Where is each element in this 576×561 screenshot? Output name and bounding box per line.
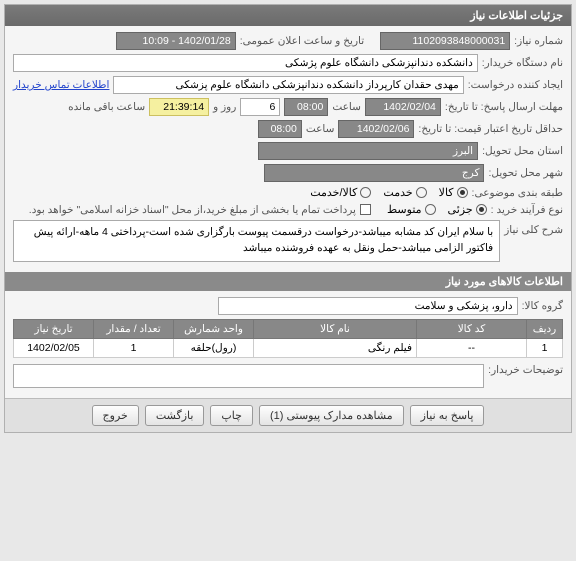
announce-field: 1402/01/28 - 10:09 (116, 32, 236, 50)
need-no-label: شماره نیاز: (514, 35, 563, 47)
valid-date: 1402/02/06 (338, 120, 414, 138)
payment-note: پرداخت تمام یا بخشی از مبلغ خرید،از محل … (29, 204, 356, 216)
col-row: ردیف (527, 319, 563, 338)
days-label: روز و (213, 101, 236, 113)
radio-dot-icon (457, 187, 468, 198)
announce-label: تاریخ و ساعت اعلان عمومی: (240, 35, 364, 47)
col-date: تاریخ نیاز (14, 319, 94, 338)
row-need-no: شماره نیاز: 1102093848000031 تاریخ و ساع… (13, 32, 563, 50)
group-label: گروه کالا: (522, 300, 563, 312)
radio-goods-label: کالا (439, 186, 454, 199)
time-label-2: ساعت (306, 123, 335, 135)
radio-dot-icon (425, 204, 436, 215)
col-qty: تعداد / مقدار (94, 319, 174, 338)
row-group: گروه کالا: دارو، پزشکی و سلامت (13, 297, 563, 315)
cell-name: فیلم رنگی (254, 338, 417, 357)
notes-field (13, 364, 484, 388)
radio-medium[interactable]: متوسط (387, 203, 436, 216)
radio-service-label: خدمت (383, 186, 412, 199)
button-bar: پاسخ به نیاز مشاهده مدارک پیوستی (1) چاپ… (5, 398, 571, 432)
desc-label: شرح کلی نیاز (504, 220, 563, 236)
radio-service[interactable]: خدمت (383, 186, 426, 199)
need-no-field: 1102093848000031 (380, 32, 510, 50)
category-label: طبقه بندی موضوعی: (472, 187, 563, 199)
cell-date: 1402/02/05 (14, 338, 94, 357)
valid-label: حداقل تاریخ اعتبار قیمت: تا تاریخ: (418, 123, 563, 135)
cell-unit: (رول)حلقه (174, 338, 254, 357)
process-label: نوع فرآیند خرید : (491, 204, 563, 216)
row-validity: حداقل تاریخ اعتبار قیمت: تا تاریخ: 1402/… (13, 120, 563, 138)
buyer-field: دانشکده دندانپزشکی دانشگاه علوم پژشکی (13, 54, 478, 72)
items-header: اطلاعات کالاهای مورد نیاز (5, 272, 571, 291)
contact-link[interactable]: اطلاعات تماس خریدار (13, 79, 109, 91)
radio-partial-label: جزئی (448, 203, 473, 216)
form-area: شماره نیاز: 1102093848000031 تاریخ و ساع… (5, 26, 571, 272)
cell-row: 1 (527, 338, 563, 357)
radio-goods[interactable]: کالا (439, 186, 468, 199)
attachments-button[interactable]: مشاهده مدارک پیوستی (1) (259, 405, 404, 426)
items-table: ردیف کد کالا نام کالا واحد شمارش تعداد /… (13, 319, 563, 358)
row-province: استان محل تحویل: البرز (13, 142, 563, 160)
city-label: شهر محل تحویل: (488, 167, 563, 179)
group-field: دارو، پزشکی و سلامت (218, 297, 518, 315)
table-row[interactable]: 1 -- فیلم رنگی (رول)حلقه 1 1402/02/05 (14, 338, 563, 357)
radio-dot-icon (360, 187, 371, 198)
notes-label: توضیحات خریدار: (488, 364, 563, 376)
details-panel: جزئیات اطلاعات نیاز شماره نیاز: 11020938… (4, 4, 572, 433)
remain-field: 21:39:14 (149, 98, 209, 116)
payment-checkbox[interactable] (360, 204, 371, 215)
row-requester: ایجاد کننده درخواست: مهدی حقدان کارپرداز… (13, 76, 563, 94)
category-radios: کالا خدمت کالا/خدمت (310, 186, 467, 199)
deadline-date: 1402/02/04 (365, 98, 441, 116)
buyer-label: نام دستگاه خریدار: (482, 57, 563, 69)
radio-both-label: کالا/خدمت (310, 186, 357, 199)
row-description: شرح کلی نیاز با سلام ایران کد مشابه میبا… (13, 220, 563, 262)
cell-code: -- (417, 338, 527, 357)
requester-field: مهدی حقدان کارپرداز دانشکده دندانپزشکی د… (113, 76, 463, 94)
city-field: کرج (264, 164, 484, 182)
respond-button[interactable]: پاسخ به نیاز (410, 405, 485, 426)
back-button[interactable]: بازگشت (145, 405, 205, 426)
col-code: کد کالا (417, 319, 527, 338)
radio-both[interactable]: کالا/خدمت (310, 186, 371, 199)
province-label: استان محل تحویل: (482, 145, 563, 157)
print-button[interactable]: چاپ (210, 405, 253, 426)
deadline-time: 08:00 (284, 98, 328, 116)
requester-label: ایجاد کننده درخواست: (468, 79, 563, 91)
radio-dot-icon (416, 187, 427, 198)
row-deadline: مهلت ارسال پاسخ: تا تاریخ: 1402/02/04 سا… (13, 98, 563, 116)
province-field: البرز (258, 142, 478, 160)
radio-dot-icon (476, 204, 487, 215)
process-radios: جزئی متوسط (387, 203, 487, 216)
remain-label: ساعت باقی مانده (68, 101, 145, 113)
col-unit: واحد شمارش (174, 319, 254, 338)
days-field: 6 (240, 98, 280, 116)
row-process: نوع فرآیند خرید : جزئی متوسط پرداخت تمام… (13, 203, 563, 216)
panel-title: جزئیات اطلاعات نیاز (5, 5, 571, 26)
radio-partial[interactable]: جزئی (448, 203, 487, 216)
row-category: طبقه بندی موضوعی: کالا خدمت کالا/خدمت (13, 186, 563, 199)
row-notes: توضیحات خریدار: (13, 364, 563, 388)
cell-qty: 1 (94, 338, 174, 357)
col-name: نام کالا (254, 319, 417, 338)
exit-button[interactable]: خروج (92, 405, 139, 426)
table-header-row: ردیف کد کالا نام کالا واحد شمارش تعداد /… (14, 319, 563, 338)
time-label-1: ساعت (332, 101, 361, 113)
row-city: شهر محل تحویل: کرج (13, 164, 563, 182)
deadline-label: مهلت ارسال پاسخ: تا تاریخ: (445, 101, 563, 113)
items-area: گروه کالا: دارو، پزشکی و سلامت ردیف کد ک… (5, 291, 571, 398)
valid-time: 08:00 (258, 120, 302, 138)
radio-medium-label: متوسط (387, 203, 422, 216)
desc-field: با سلام ایران کد مشابه میباشد-درخواست در… (13, 220, 500, 262)
row-buyer: نام دستگاه خریدار: دانشکده دندانپزشکی دا… (13, 54, 563, 72)
